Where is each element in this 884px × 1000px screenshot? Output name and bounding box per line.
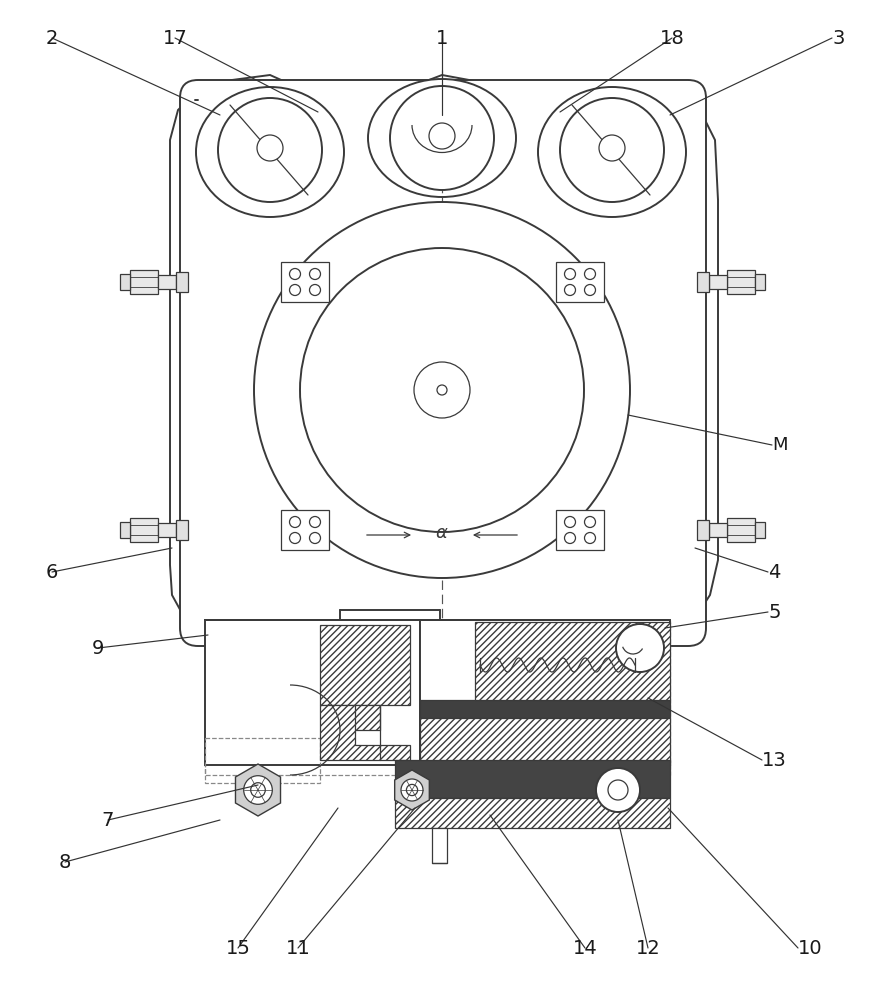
FancyBboxPatch shape bbox=[180, 80, 706, 646]
Circle shape bbox=[309, 532, 321, 544]
Circle shape bbox=[596, 768, 640, 812]
Polygon shape bbox=[170, 75, 718, 643]
Bar bbox=[755, 522, 765, 538]
Bar bbox=[556, 510, 604, 550]
Text: 13: 13 bbox=[762, 750, 787, 770]
Text: 4: 4 bbox=[768, 562, 781, 582]
Circle shape bbox=[254, 202, 630, 578]
Bar bbox=[727, 270, 755, 294]
Bar bbox=[158, 275, 176, 289]
Text: 6: 6 bbox=[46, 562, 58, 582]
Bar bbox=[205, 620, 420, 765]
Bar bbox=[130, 270, 158, 294]
Circle shape bbox=[309, 284, 321, 296]
Circle shape bbox=[390, 86, 494, 190]
Bar bbox=[205, 620, 670, 775]
Circle shape bbox=[584, 532, 596, 544]
Bar bbox=[697, 520, 709, 540]
Bar bbox=[420, 700, 670, 718]
Bar bbox=[176, 520, 188, 540]
Text: 1: 1 bbox=[436, 28, 448, 47]
Circle shape bbox=[257, 135, 283, 161]
Bar bbox=[281, 262, 329, 302]
Circle shape bbox=[565, 284, 575, 296]
Bar bbox=[320, 625, 410, 705]
Polygon shape bbox=[235, 764, 280, 816]
Circle shape bbox=[289, 516, 301, 528]
Bar bbox=[556, 262, 604, 302]
Circle shape bbox=[289, 284, 301, 296]
Bar bbox=[395, 798, 670, 828]
Bar bbox=[176, 272, 188, 292]
Polygon shape bbox=[320, 705, 410, 760]
Bar bbox=[420, 718, 670, 765]
Bar bbox=[420, 620, 670, 765]
Text: 18: 18 bbox=[659, 28, 684, 47]
Bar bbox=[475, 622, 670, 700]
Circle shape bbox=[218, 98, 322, 202]
Circle shape bbox=[414, 362, 470, 418]
Text: 8: 8 bbox=[59, 852, 72, 871]
Bar bbox=[755, 274, 765, 290]
Polygon shape bbox=[394, 770, 430, 810]
Text: 2: 2 bbox=[46, 28, 58, 47]
Circle shape bbox=[309, 516, 321, 528]
Circle shape bbox=[565, 268, 575, 279]
Bar bbox=[395, 760, 670, 798]
Bar bbox=[120, 522, 130, 538]
Circle shape bbox=[300, 248, 584, 532]
Bar bbox=[205, 738, 320, 783]
Text: 11: 11 bbox=[286, 938, 310, 958]
Text: 17: 17 bbox=[163, 28, 187, 47]
Circle shape bbox=[608, 780, 628, 800]
Text: 15: 15 bbox=[225, 938, 250, 958]
Bar bbox=[130, 518, 158, 542]
Circle shape bbox=[289, 268, 301, 279]
Text: 7: 7 bbox=[102, 810, 114, 830]
Bar bbox=[727, 518, 755, 542]
Bar bbox=[709, 523, 727, 537]
Circle shape bbox=[616, 624, 664, 672]
Bar bbox=[432, 828, 447, 863]
Text: 9: 9 bbox=[92, 639, 104, 658]
Bar bbox=[697, 272, 709, 292]
Circle shape bbox=[584, 268, 596, 279]
Text: 5: 5 bbox=[768, 602, 781, 621]
Circle shape bbox=[244, 776, 272, 804]
Circle shape bbox=[584, 516, 596, 528]
Text: 10: 10 bbox=[798, 938, 823, 958]
Ellipse shape bbox=[538, 87, 686, 217]
Circle shape bbox=[251, 783, 265, 797]
Text: M: M bbox=[772, 436, 788, 454]
Circle shape bbox=[599, 135, 625, 161]
Circle shape bbox=[437, 385, 447, 395]
Circle shape bbox=[565, 516, 575, 528]
Circle shape bbox=[407, 784, 417, 796]
Circle shape bbox=[560, 98, 664, 202]
Circle shape bbox=[401, 779, 423, 801]
Ellipse shape bbox=[196, 87, 344, 217]
Ellipse shape bbox=[368, 79, 516, 197]
Bar bbox=[281, 510, 329, 550]
Text: $\alpha$: $\alpha$ bbox=[435, 524, 449, 542]
Bar bbox=[120, 274, 130, 290]
Text: 14: 14 bbox=[573, 938, 598, 958]
FancyBboxPatch shape bbox=[185, 85, 699, 641]
Bar bbox=[158, 523, 176, 537]
Circle shape bbox=[289, 532, 301, 544]
Circle shape bbox=[584, 284, 596, 296]
Text: 3: 3 bbox=[832, 28, 844, 47]
Circle shape bbox=[565, 532, 575, 544]
Text: 12: 12 bbox=[636, 938, 660, 958]
Circle shape bbox=[429, 123, 455, 149]
Bar bbox=[709, 275, 727, 289]
Circle shape bbox=[309, 268, 321, 279]
